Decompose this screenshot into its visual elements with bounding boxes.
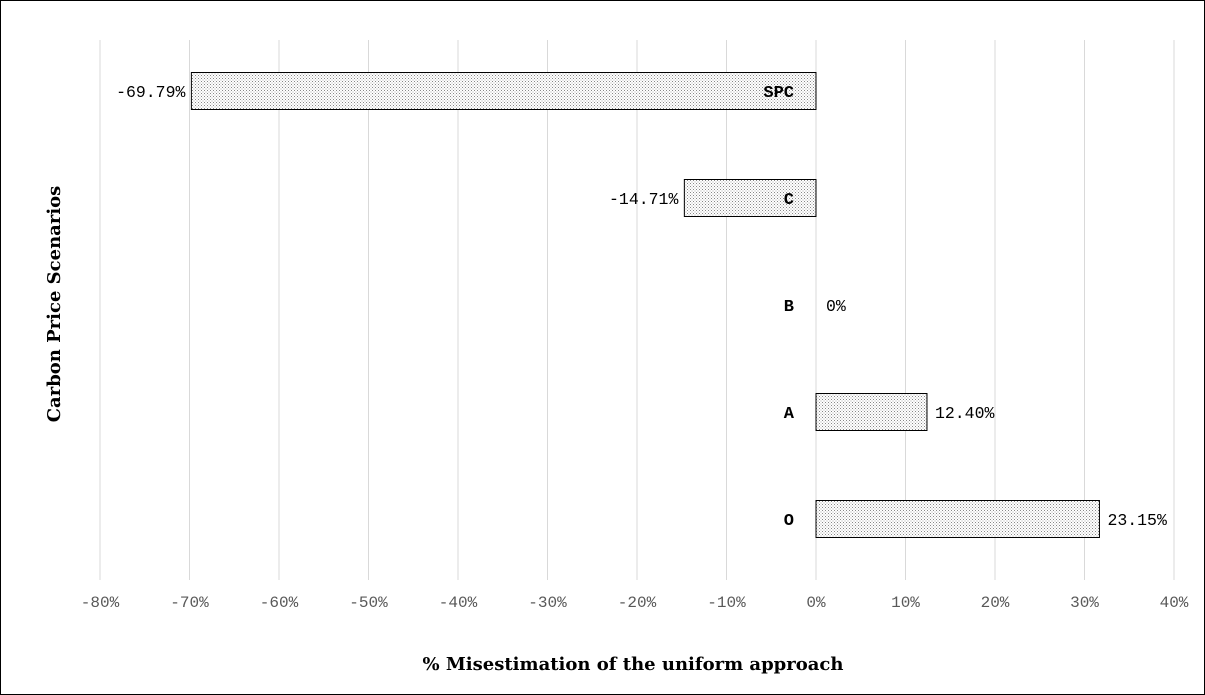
bar-spc: [190, 72, 817, 110]
x-axis-title: % Misestimation of the uniform approach: [423, 654, 844, 675]
x-tick-label: -20%: [618, 594, 657, 612]
category-label: SPC: [763, 84, 794, 103]
data-label: -69.79%: [116, 83, 185, 102]
x-tick-label: -50%: [349, 594, 388, 612]
bar-a: [815, 393, 928, 431]
x-tick-label: 10%: [891, 594, 920, 612]
x-tick-label: -80%: [81, 594, 120, 612]
gridlines: [99, 40, 1175, 580]
bar-o: [815, 500, 1100, 538]
x-tick-label: -70%: [170, 594, 209, 612]
x-tick-label: 40%: [1160, 594, 1189, 612]
category-label: O: [784, 512, 794, 531]
bars: [190, 72, 1100, 538]
data-label: 12.40%: [935, 404, 995, 423]
data-label: 23.15%: [1107, 511, 1167, 530]
y-axis-title: Carbon Price Scenarios: [44, 186, 65, 423]
x-tick-label: -60%: [260, 594, 299, 612]
data-label: -14.71%: [609, 190, 678, 209]
category-label: B: [784, 298, 794, 317]
category-label: A: [784, 405, 795, 424]
x-tick-label: -30%: [528, 594, 567, 612]
data-label: 0%: [826, 297, 846, 316]
x-tick-label: 30%: [1070, 594, 1099, 612]
bar-c: [683, 179, 817, 217]
x-tick-label: 0%: [806, 594, 826, 612]
x-tick-label: -40%: [439, 594, 478, 612]
x-tick-label: -10%: [707, 594, 746, 612]
labels: -80% -70% -60% -50% -40% -30% -20% -10% 0% 10% 20%…: [81, 83, 1189, 612]
category-label: C: [784, 191, 794, 210]
x-tick-label: 20%: [981, 594, 1010, 612]
